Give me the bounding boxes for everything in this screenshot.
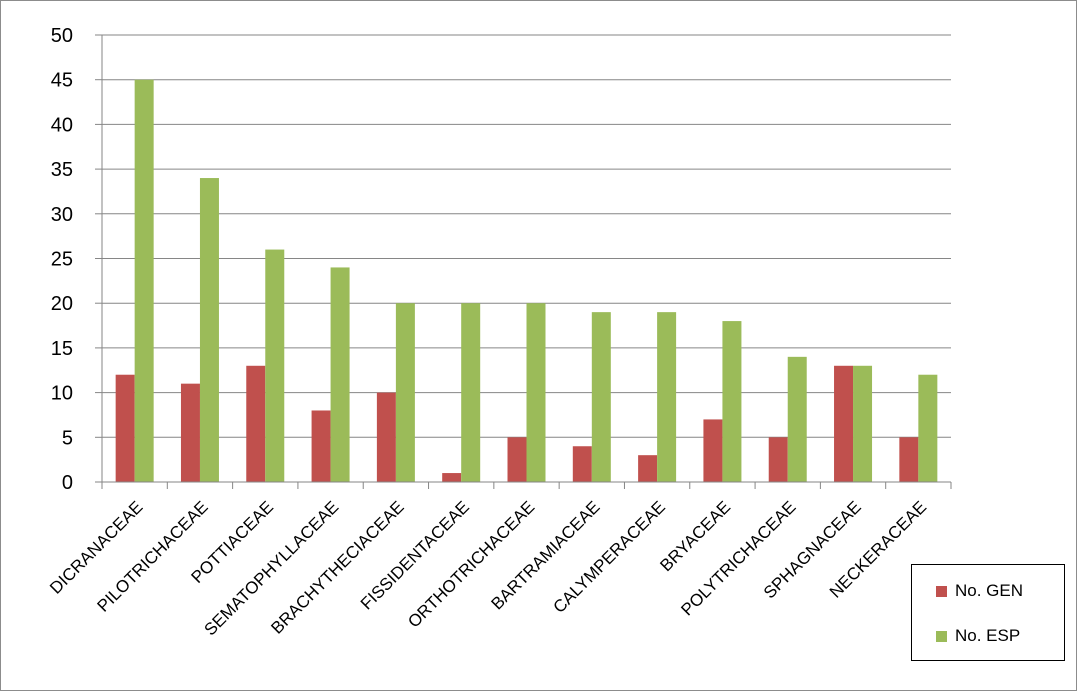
bar-esp bbox=[461, 303, 481, 482]
legend-label-esp: No. ESP bbox=[955, 626, 1021, 645]
y-tick-label: 35 bbox=[51, 159, 73, 181]
bar-esp bbox=[265, 249, 285, 482]
bar-gen bbox=[376, 392, 396, 482]
bar-gen bbox=[638, 455, 658, 482]
bar-esp bbox=[330, 267, 350, 482]
bar-esp bbox=[657, 312, 677, 482]
bar-esp bbox=[787, 356, 807, 482]
x-category-label: BRACHYTHECIACEAE bbox=[267, 497, 407, 637]
legend-item-esp: No. ESP bbox=[936, 626, 1020, 646]
bar-esp bbox=[199, 178, 219, 483]
legend: No. GEN No. ESP bbox=[911, 564, 1065, 661]
bar-gen bbox=[180, 383, 200, 482]
bars bbox=[115, 79, 938, 483]
bar-gen bbox=[311, 410, 331, 482]
y-tick-label: 30 bbox=[51, 204, 73, 226]
bar-esp bbox=[134, 79, 154, 482]
y-tick-label: 45 bbox=[51, 70, 73, 92]
axes bbox=[95, 34, 952, 489]
bar-gen bbox=[768, 437, 788, 482]
bar-gen bbox=[507, 437, 527, 482]
bar-gen bbox=[899, 437, 919, 482]
y-tick-label: 5 bbox=[62, 427, 73, 449]
legend-swatch-esp bbox=[936, 630, 947, 642]
y-tick-label: 0 bbox=[62, 472, 73, 494]
y-tick-label: 15 bbox=[51, 338, 73, 360]
y-tick-label: 50 bbox=[51, 25, 73, 47]
legend-swatch-gen bbox=[936, 585, 947, 597]
x-category-label: ORTHOTRICHACEAE bbox=[404, 497, 538, 631]
bar-gen bbox=[115, 374, 135, 482]
bar-esp bbox=[918, 374, 938, 482]
bar-esp bbox=[526, 303, 546, 482]
bar-esp bbox=[722, 321, 742, 482]
x-category-label: CALYMPERACEAE bbox=[550, 497, 669, 616]
bar-gen bbox=[442, 473, 462, 482]
bar-esp bbox=[591, 312, 611, 482]
x-category-label: BARTRAMIACEAE bbox=[488, 497, 604, 613]
legend-label-gen: No. GEN bbox=[955, 581, 1024, 600]
y-tick-label: 40 bbox=[51, 114, 73, 136]
x-category-label: POLYTRICHACEAE bbox=[677, 497, 799, 619]
bar-gen bbox=[246, 365, 266, 482]
legend-item-gen: No. GEN bbox=[936, 581, 1023, 601]
x-category-label: SEMATOPHYLLACEAE bbox=[200, 497, 342, 639]
bar-gen bbox=[572, 446, 592, 482]
y-tick-labels: 0 5 10 15 20 25 30 35 40 45 50 bbox=[51, 25, 73, 494]
gridlines bbox=[102, 34, 951, 438]
y-tick-label: 25 bbox=[51, 249, 73, 271]
x-category-labels: DICRANACEAEPILOTRICHACEAEPOTTIACEAESEMAT… bbox=[46, 497, 930, 639]
bar-esp bbox=[395, 303, 415, 482]
bar-esp bbox=[853, 365, 873, 482]
bar-gen bbox=[703, 419, 723, 482]
y-tick-label: 10 bbox=[51, 383, 73, 405]
x-category-label: PILOTRICHACEAE bbox=[93, 497, 211, 615]
bar-gen bbox=[834, 365, 854, 482]
x-category-label: FISSIDENTACEAE bbox=[357, 497, 473, 613]
y-tick-label: 20 bbox=[51, 293, 73, 315]
